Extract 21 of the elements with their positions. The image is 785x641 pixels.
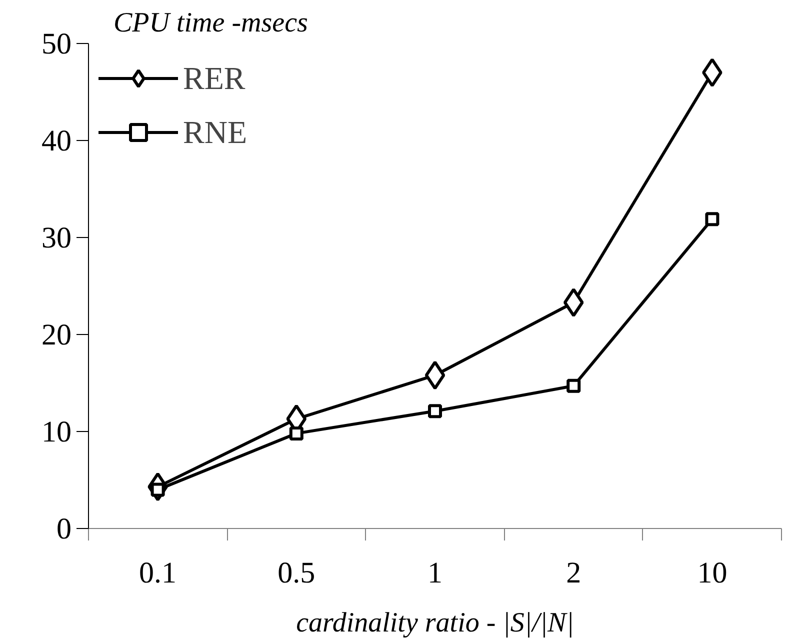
point bbox=[563, 288, 584, 317]
y-tick-label: 10 bbox=[42, 416, 72, 448]
y-tick-label: 40 bbox=[42, 124, 72, 158]
chart-title: CPU time -msecs bbox=[114, 8, 308, 38]
y-tick-label: 50 bbox=[42, 28, 72, 60]
x-tick-label: 1 bbox=[428, 556, 442, 590]
x-tick-label: 0.5 bbox=[278, 556, 316, 590]
y-tick-label: 0 bbox=[56, 512, 72, 546]
point bbox=[705, 212, 720, 226]
point bbox=[289, 426, 304, 440]
x-tick-label: 2 bbox=[566, 556, 582, 590]
x-tick-label: 10 bbox=[697, 556, 728, 590]
point bbox=[424, 360, 446, 390]
point bbox=[428, 404, 442, 418]
point bbox=[566, 378, 581, 393]
legend-label: RNE bbox=[183, 112, 247, 152]
x-axis-title: cardinality ratio - |S|/|N| bbox=[296, 608, 574, 638]
x-tick-label: 0.1 bbox=[139, 556, 177, 590]
legend-label: RER bbox=[183, 58, 246, 98]
y-tick-label: 30 bbox=[42, 222, 72, 254]
y-tick-label: 20 bbox=[42, 318, 72, 352]
